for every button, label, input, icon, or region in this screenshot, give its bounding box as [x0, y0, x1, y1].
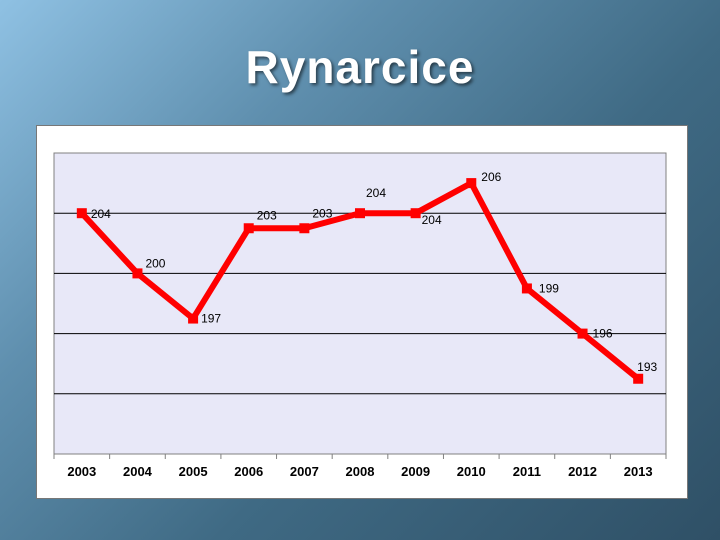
data-point [521, 283, 532, 294]
data-point [355, 208, 365, 219]
plot-area [53, 152, 667, 455]
data-point [633, 373, 644, 384]
data-label: 200 [145, 256, 165, 270]
x-tick-label: 2008 [346, 464, 375, 479]
data-point [466, 178, 477, 189]
data-label: 204 [91, 207, 111, 221]
data-label: 203 [312, 206, 332, 220]
data-label: 203 [257, 208, 277, 222]
x-tick-label: 2003 [67, 464, 96, 479]
data-label: 196 [593, 327, 613, 341]
data-point [132, 268, 143, 279]
data-label: 206 [481, 170, 501, 184]
x-tick-label: 2004 [123, 464, 153, 479]
data-label: 193 [637, 360, 657, 374]
data-label: 204 [366, 186, 386, 200]
data-point [410, 208, 421, 219]
x-tick-label: 2012 [568, 464, 597, 479]
data-label: 199 [539, 281, 559, 295]
data-point [243, 223, 254, 234]
data-labels: 204 200 197 203 203 204 204 206 199 196 193 [91, 170, 658, 374]
x-tick-label: 2005 [179, 464, 208, 479]
series-markers [76, 178, 644, 384]
data-label: 197 [201, 312, 221, 326]
chart-frame: 2003 2004 2005 2006 2007 2008 2009 2010 2011 2012… [36, 125, 688, 499]
data-point [299, 223, 310, 234]
x-tick-label: 2013 [624, 464, 653, 479]
x-tick-label: 2010 [457, 464, 486, 479]
data-label: 204 [422, 213, 442, 227]
data-point [577, 328, 588, 339]
data-point [76, 208, 87, 219]
x-tick-label: 2007 [290, 464, 319, 479]
x-axis-ticks: 2003 2004 2005 2006 2007 2008 2009 2010 2011 2012… [53, 454, 667, 479]
data-point [188, 313, 199, 324]
slide-title: Rynarcice [245, 41, 475, 93]
x-tick-label: 2009 [401, 464, 430, 479]
x-tick-label: 2011 [513, 464, 541, 479]
line-chart: 2003 2004 2005 2006 2007 2008 2009 2010 2011 2012… [53, 152, 667, 479]
x-tick-label: 2006 [234, 464, 263, 479]
